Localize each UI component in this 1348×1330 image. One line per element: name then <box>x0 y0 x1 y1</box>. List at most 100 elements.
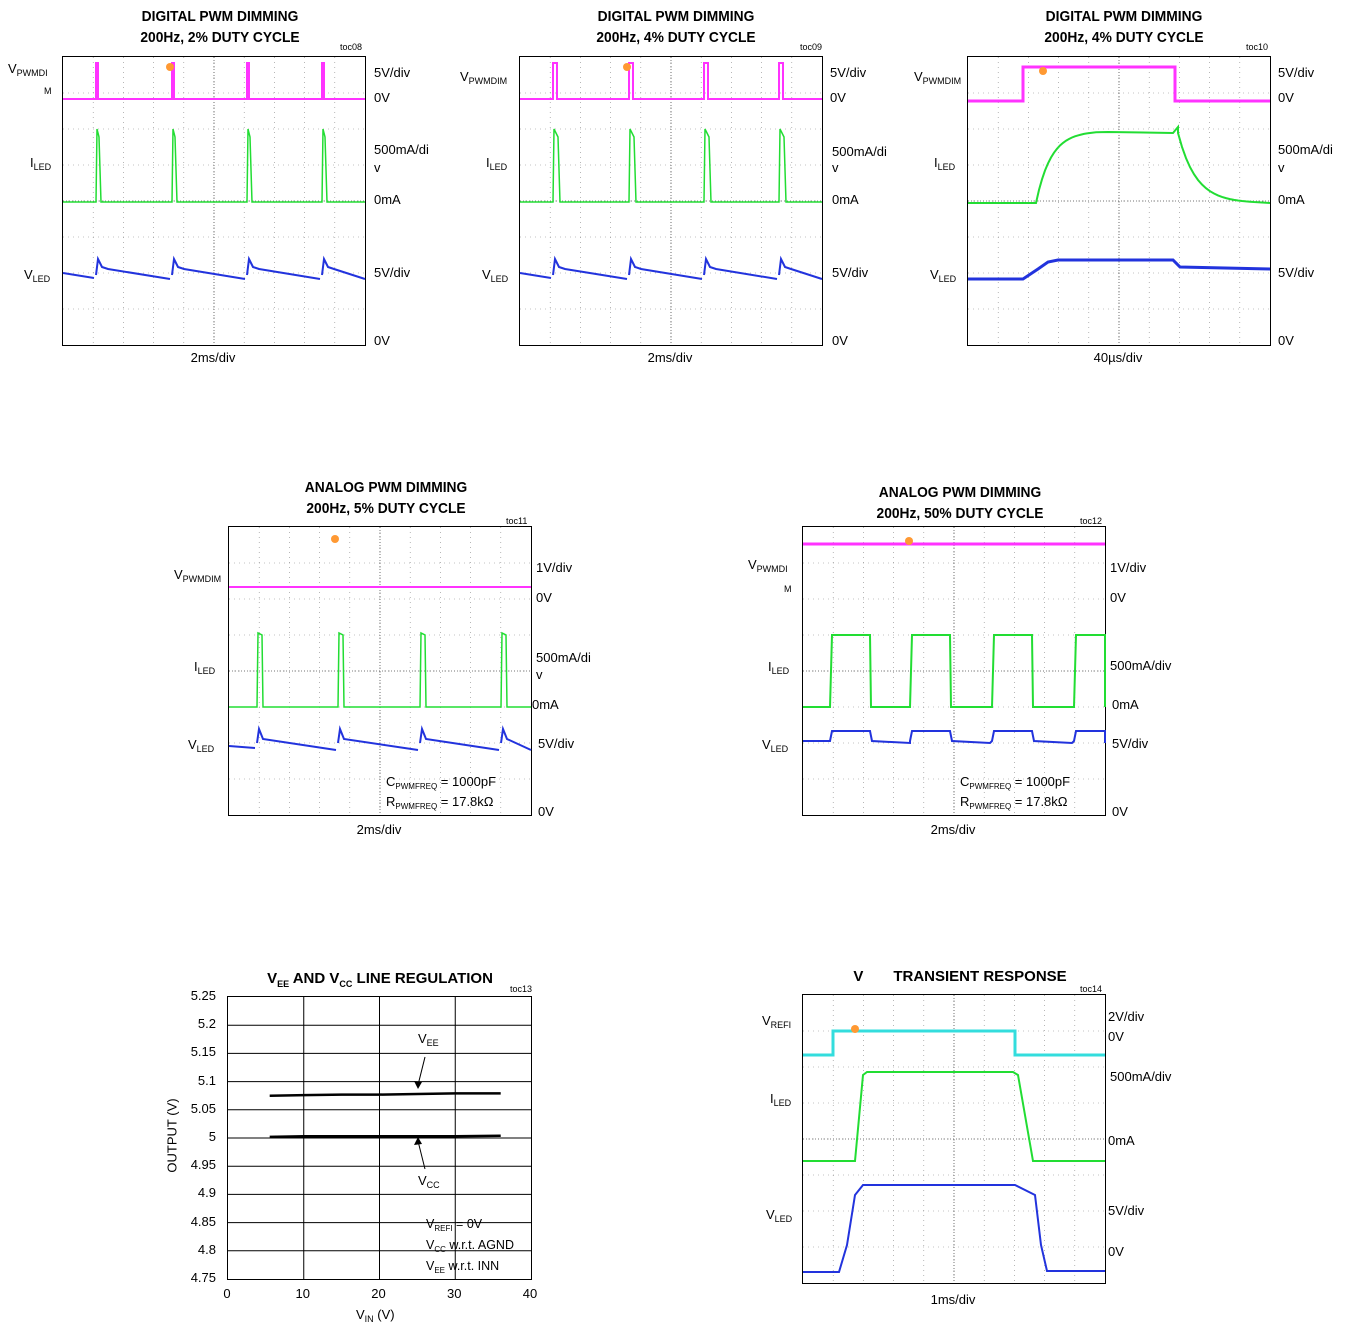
annotation-arrow-vee <box>417 1056 426 1086</box>
ch2-scale-wrap: v <box>1278 160 1285 175</box>
ch1-label: VREFI <box>762 1013 792 1031</box>
ch1-trace <box>968 65 1270 103</box>
ch1-zero: 0V <box>374 90 390 105</box>
ch3-zero: 0V <box>1108 1244 1124 1259</box>
figure-id: toc11 <box>506 516 528 526</box>
ch1-scale: 5V/div <box>374 65 411 80</box>
figure-id: toc09 <box>800 42 823 52</box>
y-tick-label: 4.85 <box>190 1213 216 1229</box>
ch3-trace <box>62 272 95 279</box>
ch2-zero: 0mA <box>832 192 859 207</box>
scope-panel-toc11: ANALOG PWM DIMMING 200Hz, 5% DUTY CYCLE … <box>166 474 616 844</box>
ch3-zero: 0V <box>832 333 848 348</box>
panel-title: ANALOG PWM DIMMING 200Hz, 5% DUTY CYCLE <box>239 477 533 519</box>
ch3-label: VLED <box>24 267 51 285</box>
ch2-trace <box>229 631 531 708</box>
ch2-scale: 500mA/div <box>1110 1069 1172 1084</box>
ch1-scale: 2V/div <box>1108 1009 1145 1024</box>
ch3-trace <box>628 255 703 280</box>
panel-title: V TRANSIENT RESPONSE <box>853 968 1067 985</box>
ch3-scale: 5V/div <box>538 736 575 751</box>
x-tick-labels: 0 10 20 30 40 <box>150 1286 570 1306</box>
ch2-scale-wrap: v <box>374 160 381 175</box>
scope-panel-toc08: DIGITAL PWM DIMMING 200Hz, 2% DUTY CYCLE… <box>0 0 450 380</box>
time-scale: 2ms/div <box>356 822 402 837</box>
trigger-marker-icon <box>623 63 631 71</box>
ch3-trace <box>500 725 532 751</box>
x-tick-label: 0 <box>223 1286 231 1301</box>
ch3-label: VLED <box>930 267 957 285</box>
title-line-2: 200Hz, 50% DUTY CYCLE <box>876 505 1044 522</box>
title-line-2: 200Hz, 4% DUTY CYCLE <box>1044 29 1204 46</box>
series-label-vcc: VCC <box>418 1173 440 1191</box>
ch2-label: ILED <box>30 155 52 173</box>
figure-id: toc12 <box>1080 516 1103 526</box>
note-3: VEE w.r.t. INN <box>426 1259 500 1275</box>
ch1-label: VPWMDIM <box>460 69 508 87</box>
y-tick-label: 5.25 <box>190 988 216 1003</box>
ch3-trace <box>419 725 500 751</box>
ch1-scale: 5V/div <box>830 65 867 80</box>
time-scale: 2ms/div <box>190 350 236 365</box>
title-line-2: 200Hz, 4% DUTY CYCLE <box>596 29 756 46</box>
scope-traces <box>519 57 823 345</box>
ch3-label: VLED <box>482 267 509 285</box>
trigger-marker-icon <box>851 1025 859 1033</box>
scope-screen <box>802 994 1106 1284</box>
x-tick-label: 40 <box>522 1286 538 1301</box>
ch1-zero: 0V <box>1278 90 1294 105</box>
ch3-label: VLED <box>766 1207 793 1225</box>
ch2-trace <box>803 1071 1105 1162</box>
ch3-trace <box>321 255 366 280</box>
ch1-label-wrap: M <box>44 86 52 96</box>
title-line-2: 200Hz, 5% DUTY CYCLE <box>306 500 466 517</box>
ch1-label: VPWMDI <box>748 557 788 575</box>
ch1-zero: 0V <box>1108 1029 1124 1044</box>
ch2-label: ILED <box>770 1091 792 1109</box>
scope-traces <box>62 57 366 345</box>
ch2-zero: 0mA <box>532 697 559 712</box>
ch2-scale: 500mA/di <box>832 144 887 159</box>
scope-panel-toc14: V TRANSIENT RESPONSE toc14 VREFI ILED VLE… <box>740 958 1190 1330</box>
scope-panel-toc12: ANALOG PWM DIMMING 200Hz, 50% DUTY CYCLE… <box>740 474 1190 844</box>
ch1-label: VPWMDIM <box>174 567 222 585</box>
x-tick-label: 10 <box>295 1286 310 1301</box>
panel-title: DIGITAL PWM DIMMING 200Hz, 2% DUTY CYCLE <box>73 6 367 48</box>
y-tick-label: 5.05 <box>190 1100 216 1116</box>
title-line-1: DIGITAL PWM DIMMING <box>141 8 299 25</box>
panel-title: DIGITAL PWM DIMMING 200Hz, 4% DUTY CYCLE <box>529 6 823 48</box>
arrowhead-icon <box>414 1137 422 1145</box>
figure-id: toc13 <box>510 984 533 994</box>
ch1-zero: 0V <box>536 590 552 605</box>
ch3-scale: 5V/div <box>832 265 869 280</box>
ch2-label: ILED <box>934 155 956 173</box>
trigger-marker-icon <box>905 537 913 545</box>
y-tick-label: 4.8 <box>197 1241 216 1257</box>
note-2: VCC w.r.t. AGND <box>426 1238 514 1254</box>
ch2-scale-wrap: v <box>832 160 839 175</box>
scope-traces <box>968 57 1271 345</box>
figure-id: toc08 <box>340 42 363 52</box>
r-note: RPWMFREQ = 17.8kΩ <box>960 794 1068 811</box>
ch2-zero: 0mA <box>1112 697 1139 712</box>
ch3-trace <box>552 255 628 280</box>
scope-screen <box>802 526 1106 816</box>
ch2-label: ILED <box>486 155 508 173</box>
title-line-1: ANALOG PWM DIMMING <box>304 479 468 496</box>
note-1: VREFI = 0V <box>426 1217 483 1233</box>
ch2-scale: 500mA/di <box>1278 142 1333 157</box>
scope-screen <box>62 56 366 346</box>
ch3-trace <box>228 745 256 749</box>
y-tick-label: 4.95 <box>190 1157 216 1173</box>
time-scale: 2ms/div <box>647 350 693 365</box>
ch2-scale: 500mA/di <box>536 650 591 665</box>
ch3-trace <box>968 258 1271 281</box>
ch1-scale: 1V/div <box>536 560 573 575</box>
scope-panel-toc09: DIGITAL PWM DIMMING 200Hz, 4% DUTY CYCLE… <box>456 0 906 380</box>
ch2-trace <box>520 128 822 203</box>
ch2-scale-wrap: v <box>536 667 543 682</box>
series-label-vee: VEE <box>418 1031 439 1049</box>
ch2-label: ILED <box>194 659 216 677</box>
arrowhead-icon <box>414 1081 422 1089</box>
c-note: CPWMFREQ = 1000pF <box>386 774 497 791</box>
